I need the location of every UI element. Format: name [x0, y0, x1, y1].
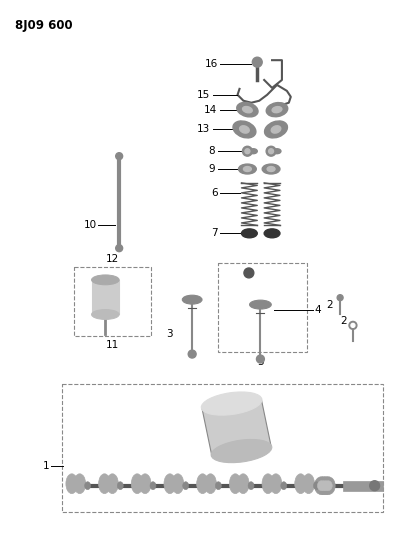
Circle shape [188, 350, 196, 358]
Ellipse shape [264, 121, 288, 138]
Ellipse shape [281, 482, 287, 490]
Bar [74, 267, 151, 336]
Ellipse shape [239, 126, 249, 133]
Bar [218, 263, 306, 352]
Circle shape [349, 321, 357, 329]
Circle shape [257, 355, 264, 363]
Ellipse shape [131, 474, 143, 494]
Ellipse shape [264, 229, 280, 238]
Circle shape [242, 146, 252, 156]
Circle shape [116, 245, 123, 252]
Circle shape [245, 149, 250, 154]
Ellipse shape [313, 482, 319, 490]
Circle shape [268, 149, 273, 154]
Text: 11: 11 [106, 340, 119, 350]
Text: 13: 13 [197, 124, 210, 134]
Text: 6: 6 [211, 188, 218, 198]
Circle shape [266, 146, 276, 156]
Ellipse shape [183, 482, 188, 490]
Ellipse shape [270, 474, 282, 494]
Circle shape [370, 481, 379, 491]
Ellipse shape [271, 126, 281, 133]
Circle shape [337, 295, 343, 301]
Circle shape [116, 152, 123, 159]
Ellipse shape [320, 481, 328, 491]
Ellipse shape [66, 474, 78, 494]
Bar [62, 384, 383, 512]
Circle shape [252, 57, 262, 67]
Ellipse shape [317, 477, 330, 495]
Ellipse shape [317, 481, 325, 491]
Ellipse shape [215, 482, 221, 490]
Ellipse shape [266, 102, 288, 117]
Text: 12: 12 [106, 254, 119, 264]
Ellipse shape [237, 474, 249, 494]
Ellipse shape [273, 149, 281, 154]
Text: 8J09 600: 8J09 600 [15, 19, 72, 31]
Bar [91, 280, 119, 314]
Ellipse shape [204, 474, 216, 494]
Ellipse shape [267, 166, 275, 172]
Ellipse shape [262, 474, 274, 494]
Ellipse shape [250, 300, 271, 309]
Ellipse shape [84, 482, 91, 490]
Ellipse shape [315, 477, 328, 495]
Ellipse shape [242, 229, 257, 238]
Ellipse shape [172, 474, 184, 494]
Ellipse shape [118, 482, 123, 490]
Ellipse shape [324, 481, 332, 491]
Ellipse shape [244, 166, 251, 172]
Polygon shape [202, 399, 271, 456]
Text: 2: 2 [340, 317, 347, 326]
Text: 15: 15 [197, 90, 210, 100]
Ellipse shape [139, 474, 151, 494]
Text: 4: 4 [315, 304, 321, 314]
Ellipse shape [211, 440, 272, 463]
Text: 14: 14 [204, 104, 217, 115]
Ellipse shape [319, 477, 333, 495]
Ellipse shape [237, 102, 258, 117]
Text: 16: 16 [204, 59, 218, 69]
Ellipse shape [233, 121, 256, 138]
Ellipse shape [182, 295, 202, 304]
Ellipse shape [272, 107, 282, 112]
Ellipse shape [303, 474, 315, 494]
Ellipse shape [91, 275, 119, 285]
Ellipse shape [239, 164, 256, 174]
Text: 9: 9 [208, 164, 215, 174]
Ellipse shape [322, 477, 335, 495]
Ellipse shape [74, 474, 86, 494]
Text: 8: 8 [208, 146, 215, 156]
Text: 7: 7 [211, 228, 218, 238]
Text: 10: 10 [83, 221, 96, 230]
Ellipse shape [106, 474, 118, 494]
Ellipse shape [164, 474, 176, 494]
Circle shape [244, 268, 254, 278]
Ellipse shape [201, 392, 262, 415]
Ellipse shape [229, 474, 241, 494]
Circle shape [351, 324, 355, 327]
Ellipse shape [262, 164, 280, 174]
Text: 3: 3 [166, 329, 173, 340]
Ellipse shape [322, 481, 330, 491]
Text: 1: 1 [42, 461, 49, 471]
Ellipse shape [243, 107, 252, 113]
Ellipse shape [99, 474, 111, 494]
Ellipse shape [197, 474, 208, 494]
Text: 2: 2 [326, 300, 333, 310]
Ellipse shape [248, 482, 254, 490]
Ellipse shape [150, 482, 156, 490]
Bar [343, 481, 383, 491]
Text: 5: 5 [257, 357, 264, 367]
Ellipse shape [91, 310, 119, 319]
Ellipse shape [249, 149, 257, 154]
Ellipse shape [295, 474, 306, 494]
